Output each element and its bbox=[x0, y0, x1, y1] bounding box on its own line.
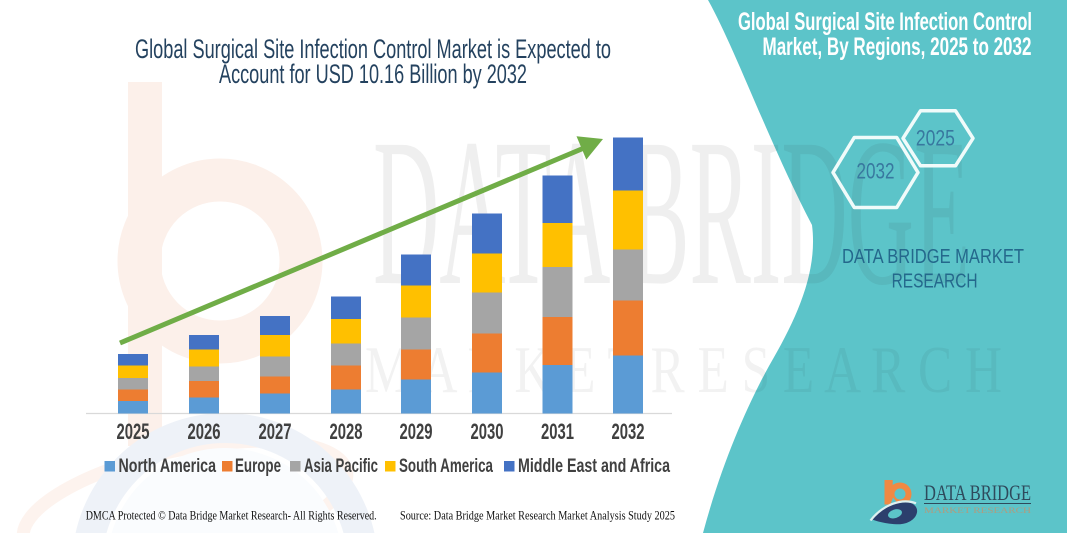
svg-text:DATA BRIDGE MARKET: DATA BRIDGE MARKET bbox=[842, 246, 1024, 268]
svg-text:2031: 2031 bbox=[541, 419, 574, 444]
svg-text:DMCA Protected © Data Bridge M: DMCA Protected © Data Bridge Market Rese… bbox=[86, 508, 377, 523]
svg-text:North America: North America bbox=[119, 456, 217, 477]
svg-text:DATA BRIDGE: DATA BRIDGE bbox=[373, 95, 970, 329]
svg-text:DATA BRIDGE: DATA BRIDGE bbox=[924, 480, 1031, 505]
svg-text:2025: 2025 bbox=[916, 125, 955, 150]
svg-text:RESEARCH: RESEARCH bbox=[892, 271, 978, 293]
svg-text:2025: 2025 bbox=[117, 419, 150, 444]
svg-text:2032: 2032 bbox=[612, 419, 645, 444]
svg-text:2029: 2029 bbox=[400, 419, 433, 444]
svg-text:2028: 2028 bbox=[330, 419, 363, 444]
svg-text:Middle East and Africa: Middle East and Africa bbox=[518, 456, 670, 477]
svg-text:MARKET RESEARCH: MARKET RESEARCH bbox=[924, 505, 1031, 515]
svg-text:Account for USD 10.16 Billion: Account for USD 10.16 Billion by 2032 bbox=[219, 59, 527, 89]
svg-text:Market, By Regions, 2025 to 20: Market, By Regions, 2025 to 2032 bbox=[763, 33, 1032, 61]
svg-text:Global Surgical Site Infection: Global Surgical Site Infection Control bbox=[738, 8, 1032, 36]
svg-text:Source: Data Bridge Market Res: Source: Data Bridge Market Research Mark… bbox=[400, 508, 675, 523]
svg-text:2032: 2032 bbox=[857, 159, 895, 184]
svg-text:2030: 2030 bbox=[471, 419, 504, 444]
svg-text:Asia Pacific: Asia Pacific bbox=[304, 456, 378, 477]
svg-text:Global Surgical Site Infection: Global Surgical Site Infection Control M… bbox=[135, 34, 611, 64]
svg-text:2027: 2027 bbox=[259, 419, 292, 444]
svg-text:M A R K E T R E S E A R C H: M A R K E T R E S E A R C H bbox=[365, 333, 1002, 407]
svg-text:2026: 2026 bbox=[188, 419, 221, 444]
svg-text:South America: South America bbox=[399, 456, 493, 477]
svg-text:Europe: Europe bbox=[235, 456, 281, 477]
